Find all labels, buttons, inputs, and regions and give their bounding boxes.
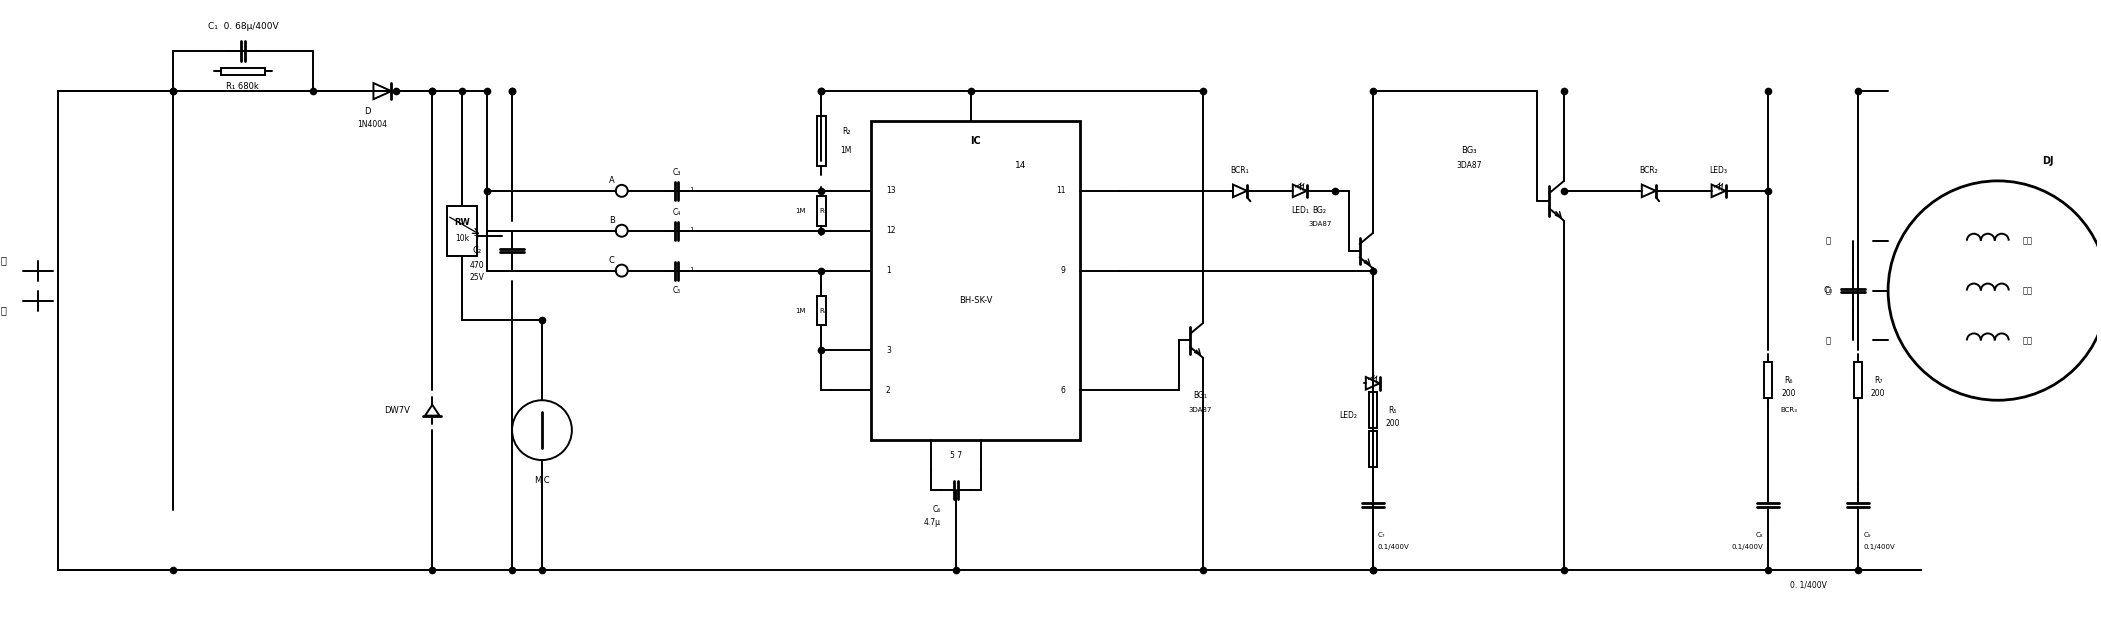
Text: C₆: C₆ — [933, 505, 941, 514]
Text: 13: 13 — [887, 186, 895, 196]
Text: MIC: MIC — [534, 476, 550, 484]
Text: 3DA87: 3DA87 — [1456, 161, 1481, 170]
Text: 火: 火 — [0, 256, 6, 266]
Text: C₃: C₃ — [672, 168, 681, 178]
Text: 1: 1 — [887, 266, 891, 275]
Text: BG₂: BG₂ — [1313, 206, 1326, 215]
Text: 9: 9 — [1061, 266, 1065, 275]
Text: C₅: C₅ — [672, 286, 681, 295]
Text: 0. 1/400V: 0. 1/400V — [1790, 580, 1826, 589]
Text: C₇: C₇ — [1378, 532, 1385, 538]
Bar — [448, 206, 477, 256]
Text: 0.1/400V: 0.1/400V — [1864, 544, 1895, 550]
Text: 1: 1 — [689, 227, 693, 233]
Text: 11: 11 — [1057, 186, 1065, 196]
Text: R₅: R₅ — [1389, 406, 1397, 415]
Text: 黄: 黄 — [1826, 236, 1830, 245]
Text: 1: 1 — [689, 187, 693, 193]
Text: R₁ 680k: R₁ 680k — [227, 81, 258, 91]
Text: 1M: 1M — [840, 147, 851, 155]
Text: 副相: 副相 — [2023, 336, 2032, 345]
Text: 1N4004: 1N4004 — [357, 119, 387, 129]
Text: DW7V: DW7V — [384, 406, 410, 415]
Text: LED₃: LED₃ — [1710, 166, 1727, 175]
Text: 14: 14 — [1015, 161, 1025, 170]
Bar — [1765, 362, 1773, 398]
Bar — [817, 116, 826, 166]
Text: DJ: DJ — [2042, 156, 2053, 166]
Text: C₂: C₂ — [473, 246, 481, 255]
Text: 蓝: 蓝 — [1826, 286, 1830, 295]
Text: BCR₃: BCR₃ — [1780, 407, 1796, 413]
Text: 10k: 10k — [456, 234, 469, 243]
Text: 1: 1 — [689, 266, 693, 273]
Text: R₆: R₆ — [1784, 376, 1792, 385]
Text: 0.1/400V: 0.1/400V — [1378, 544, 1410, 550]
Text: 6: 6 — [1061, 386, 1065, 395]
Text: R₂: R₂ — [843, 127, 851, 135]
Text: BH-SK-V: BH-SK-V — [958, 296, 992, 305]
Text: LED₂: LED₂ — [1338, 410, 1357, 420]
Text: 0.1/400V: 0.1/400V — [1731, 544, 1763, 550]
Text: 1M: 1M — [796, 208, 807, 214]
Text: C₀: C₀ — [1824, 286, 1832, 295]
Text: 5 7: 5 7 — [950, 451, 962, 460]
Bar — [1368, 431, 1376, 467]
Bar — [1855, 362, 1861, 398]
Text: 3DA87: 3DA87 — [1189, 407, 1212, 413]
Text: 25V: 25V — [471, 273, 485, 282]
Bar — [872, 121, 1080, 440]
Text: R₇: R₇ — [1874, 376, 1882, 385]
Text: 调速: 调速 — [2023, 236, 2032, 245]
Text: C₈: C₈ — [1756, 532, 1763, 538]
Text: 1M: 1M — [796, 307, 807, 314]
Bar — [221, 68, 265, 75]
Text: 200: 200 — [1870, 389, 1885, 398]
Text: 主相: 主相 — [2023, 286, 2032, 295]
Text: BCR₁: BCR₁ — [1231, 166, 1250, 175]
Text: BCR₂: BCR₂ — [1639, 166, 1658, 175]
Text: BG₃: BG₃ — [1462, 147, 1477, 155]
Text: 470: 470 — [471, 261, 485, 270]
Text: 2: 2 — [887, 386, 891, 395]
Bar — [817, 296, 826, 325]
Text: C: C — [609, 256, 616, 265]
Text: BG₁: BG₁ — [1193, 391, 1206, 400]
Text: RW: RW — [454, 218, 471, 227]
Text: 3DA87: 3DA87 — [1309, 220, 1332, 227]
Bar — [1368, 392, 1376, 428]
Text: LED₁: LED₁ — [1290, 206, 1309, 215]
Text: +: + — [473, 231, 481, 241]
Bar — [817, 196, 826, 226]
Text: 200: 200 — [1385, 419, 1399, 428]
Text: R₃: R₃ — [819, 208, 826, 214]
Text: 12: 12 — [887, 226, 895, 235]
Text: C₁  0. 68μ/400V: C₁ 0. 68μ/400V — [208, 22, 277, 31]
Text: D: D — [363, 107, 370, 116]
Text: 3: 3 — [887, 346, 891, 355]
Text: IC: IC — [971, 136, 981, 146]
Text: 200: 200 — [1782, 389, 1796, 398]
Text: C₉: C₉ — [1864, 532, 1870, 538]
Text: R₄: R₄ — [819, 307, 826, 314]
Text: 零: 零 — [0, 306, 6, 315]
Text: 黑: 黑 — [1826, 336, 1830, 345]
Text: B: B — [609, 216, 616, 225]
Text: 4.7μ: 4.7μ — [924, 519, 941, 527]
Text: C₄: C₄ — [672, 208, 681, 217]
Text: A: A — [609, 176, 616, 186]
